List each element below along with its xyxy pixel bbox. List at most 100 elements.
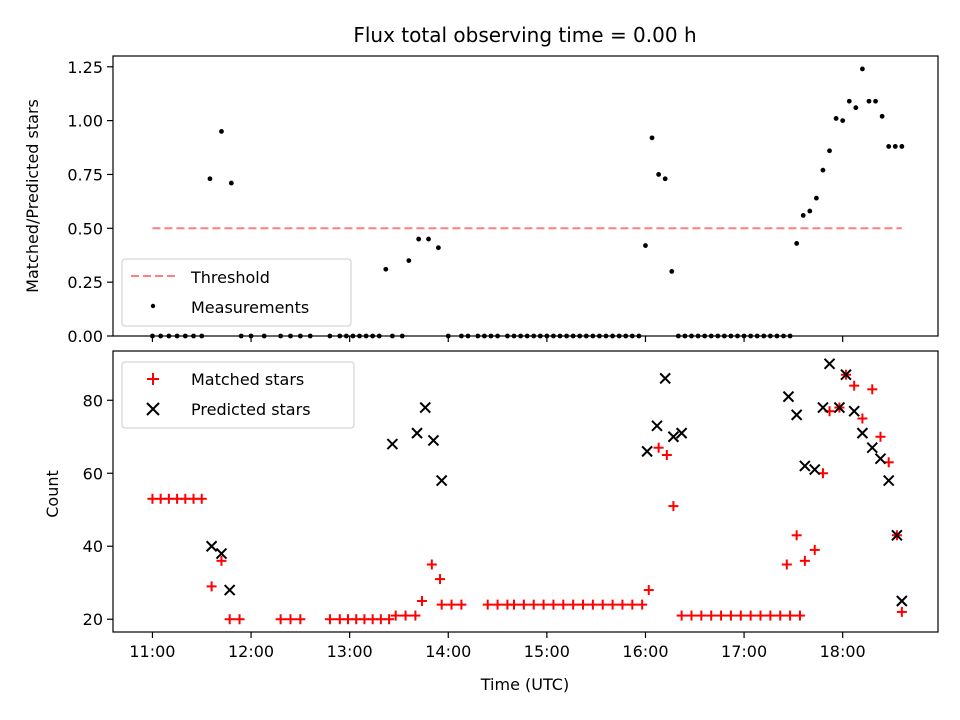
measurement-point: [307, 333, 313, 339]
top-y-tick-label: 0.50: [67, 219, 103, 238]
predicted-star-point: [823, 358, 836, 370]
matched-star-point: [548, 599, 559, 610]
measurement-point: [728, 333, 734, 339]
matched-star-point: [295, 614, 306, 625]
measurement-point: [774, 333, 780, 339]
measurement-point: [715, 333, 721, 339]
measurement-point: [416, 236, 422, 242]
measurement-point: [787, 333, 793, 339]
measurement-point: [597, 333, 602, 339]
predicted-star-point: [667, 431, 680, 443]
matched-star-point: [653, 442, 664, 453]
measurement-point: [288, 333, 293, 339]
measurement-point: [475, 333, 481, 339]
matched-star-point: [857, 413, 868, 424]
measurement-point: [708, 333, 714, 339]
matched-star-point: [492, 599, 503, 610]
matched-star-point: [781, 559, 792, 570]
measurement-point: [327, 333, 333, 339]
matched-star-point: [794, 610, 805, 621]
top-legend: Threshold Measurements: [121, 258, 352, 327]
predicted-star-point: [411, 427, 423, 439]
measurement-point: [370, 333, 376, 339]
predicted-star-point: [809, 463, 821, 476]
measurement-point: [702, 333, 708, 339]
matched-star-point: [390, 610, 401, 621]
matched-star-point: [587, 599, 598, 610]
x-tick-label: 14:00: [425, 642, 471, 661]
matched-star-point: [643, 585, 654, 596]
matched-star-point: [206, 581, 217, 592]
matched-star-point: [617, 599, 628, 610]
measurement-point: [629, 333, 635, 339]
x-tick-label: 15:00: [524, 642, 570, 661]
matched-star-point: [867, 384, 878, 395]
measurement-point: [207, 176, 213, 182]
matched-star-point: [725, 610, 736, 621]
predicted-star-point: [651, 420, 663, 432]
matched-star-point: [799, 555, 810, 566]
predicted-star-point: [659, 372, 671, 385]
top-panel: 0.00 0.25 0.50 0.75 1.00 1.25 Matched/Predict…: [23, 55, 939, 346]
matched-star-point: [400, 610, 411, 621]
measurement-point: [557, 333, 563, 339]
matched-star-point: [275, 614, 286, 625]
measurement-point: [761, 333, 767, 339]
matched-star-point: [607, 599, 618, 610]
bottom-x-ticks: 11:00 12:00 13:00 14:00 15:00 16:00 17:00 18:00: [129, 632, 866, 661]
measurement-point: [337, 333, 343, 339]
predicted-star-point: [205, 540, 218, 552]
measurement-point: [794, 240, 800, 246]
matched-star-point: [528, 599, 539, 610]
predicted-star-point: [882, 474, 895, 487]
measurement-point: [879, 113, 885, 119]
measurement-point: [570, 333, 576, 339]
matched-star-point: [755, 610, 766, 621]
top-y-tick-label: 0.25: [67, 273, 103, 292]
measurement-point: [426, 236, 431, 242]
matched-star-point: [775, 610, 786, 621]
matched-star-point: [538, 599, 549, 610]
measurement-point: [518, 333, 523, 339]
measurement-point: [662, 176, 668, 182]
measurement-point: [853, 105, 859, 111]
matched-star-point: [324, 614, 335, 625]
bottom-y-tick-label: 80: [83, 391, 103, 410]
measurement-point: [248, 333, 254, 339]
measurement-point: [675, 333, 681, 339]
measurement-point: [636, 333, 642, 339]
measurement-point: [813, 195, 819, 201]
predicted-star-point: [833, 401, 846, 414]
matched-star-point: [706, 610, 717, 621]
predicted-legend-marker: [146, 402, 160, 416]
measurement-point: [767, 333, 773, 339]
measurement-point: [846, 98, 852, 104]
predicted-star-point: [641, 445, 653, 458]
top-y-tick-label: 1.25: [67, 58, 103, 77]
predicted-star-point: [856, 427, 869, 439]
measurement-point: [158, 333, 164, 339]
threshold-legend-label: Threshold: [190, 268, 270, 287]
measurements-legend-marker: [150, 303, 156, 309]
measurement-point: [682, 333, 688, 339]
top-y-ticks: 0.00 0.25 0.50 0.75 1.00 1.25: [67, 58, 113, 346]
measurement-point: [583, 333, 589, 339]
x-tick-label: 17:00: [721, 642, 767, 661]
measurement-point: [511, 333, 517, 339]
top-plot-data: [150, 66, 905, 339]
measurement-point: [363, 333, 369, 339]
measurement-point: [892, 144, 898, 149]
measurement-point: [866, 98, 872, 104]
measurement-point: [899, 144, 905, 149]
measurement-point: [389, 333, 395, 339]
matched-star-point: [216, 555, 227, 566]
x-tick-label: 12:00: [228, 642, 274, 661]
predicted-star-point: [896, 595, 908, 607]
measurement-point: [278, 333, 284, 339]
top-y-tick-label: 0.75: [67, 165, 103, 184]
matched-star-point: [791, 530, 802, 541]
measurement-point: [781, 333, 786, 339]
bottom-legend: Matched stars Predicted stars: [121, 361, 355, 429]
measurement-point: [721, 333, 727, 339]
